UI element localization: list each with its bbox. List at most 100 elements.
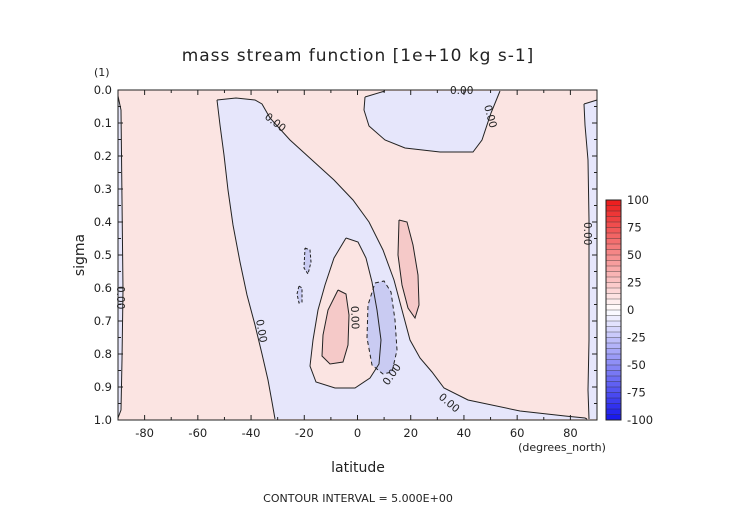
colorbar-swatch bbox=[605, 315, 622, 322]
strong-negative-core bbox=[367, 281, 397, 374]
colorbar-swatch bbox=[605, 293, 622, 300]
y-tick-label: 1.0 bbox=[94, 413, 112, 427]
x-tick-label: 60 bbox=[510, 426, 525, 440]
central-negative-region bbox=[217, 98, 587, 419]
colorbar-swatch bbox=[605, 221, 622, 229]
colorbar-tick-label: 50 bbox=[627, 248, 642, 262]
x-tick-label: -20 bbox=[295, 426, 314, 440]
x-tick-label: -80 bbox=[135, 426, 154, 440]
colorbar-swatch bbox=[605, 271, 622, 278]
colorbar-swatch bbox=[605, 205, 622, 212]
colorbar-swatch bbox=[605, 370, 622, 377]
x-tick-label: 40 bbox=[457, 426, 472, 440]
contour-label: 0.00 bbox=[348, 306, 361, 330]
colorbar-swatch bbox=[605, 265, 622, 273]
colorbar-swatch bbox=[605, 260, 622, 267]
contour-strong-negative-core bbox=[366, 280, 398, 375]
y-axis-label: sigma bbox=[72, 234, 88, 276]
x-axis: -80 -60 -40 -20 0 20 40 60 80 bbox=[117, 90, 598, 440]
y-axis: 0.0 0.1 0.2 0.3 0.4 0.5 0.6 0.7 0.8 0.9 1.0 bbox=[94, 83, 597, 427]
x-tick-label: -60 bbox=[188, 426, 207, 440]
colorbar-swatch bbox=[605, 348, 622, 355]
upper-positive-cell bbox=[398, 220, 419, 318]
x-axis-label: latitude bbox=[331, 460, 385, 476]
colorbar-swatch bbox=[605, 392, 622, 399]
colorbar-swatch bbox=[605, 364, 622, 372]
colorbar-tick-label: 0 bbox=[627, 303, 634, 317]
colorbar-swatch bbox=[605, 326, 622, 333]
colorbar-swatch bbox=[605, 309, 622, 317]
colorbar-swatch bbox=[605, 254, 622, 262]
colorbar-swatch bbox=[605, 298, 622, 306]
colorbar-swatch bbox=[605, 238, 622, 245]
zero-contour-central bbox=[216, 97, 588, 420]
colorbar-swatch bbox=[605, 227, 622, 234]
colorbar-swatch bbox=[605, 359, 622, 366]
upper-right-negative-region bbox=[364, 91, 500, 152]
colorbar-swatch bbox=[605, 232, 622, 240]
colorbar-swatch bbox=[605, 381, 622, 388]
colorbar-swatch bbox=[605, 282, 622, 289]
zero-contour-left-edge bbox=[117, 95, 124, 419]
y-tick-label: 0.6 bbox=[94, 281, 112, 295]
y-tick-label: 0.9 bbox=[94, 380, 112, 394]
colorbar-swatch bbox=[605, 331, 622, 339]
colorbar-tick-label: -100 bbox=[627, 413, 653, 427]
colorbar-frame bbox=[605, 199, 622, 421]
colorbar-swatch bbox=[605, 199, 622, 207]
y-units: (1) bbox=[94, 66, 110, 79]
colorbar-tick-label: -75 bbox=[627, 386, 646, 400]
x-tick-label: -40 bbox=[242, 426, 261, 440]
colorbar-swatch bbox=[605, 249, 622, 256]
zero-contour-central-left bbox=[216, 99, 276, 420]
y-tick-label: 0.5 bbox=[94, 248, 112, 262]
colorbar-swatch bbox=[605, 216, 622, 223]
x-units: (degrees_north) bbox=[518, 441, 606, 454]
colorbar-tick-label: -50 bbox=[627, 358, 646, 372]
contour-small-negative-blob bbox=[303, 247, 312, 276]
colorbar: 100 75 50 25 0 -25 -50 -75 -100 bbox=[605, 193, 653, 427]
colorbar-tick-label: 25 bbox=[627, 276, 642, 290]
small-negative-blob bbox=[304, 248, 311, 274]
y-tick-label: 0.4 bbox=[94, 215, 112, 229]
colorbar-swatch bbox=[605, 320, 622, 328]
x-tick-label: 20 bbox=[403, 426, 418, 440]
colorbar-swatch bbox=[605, 397, 622, 405]
y-tick-label: 0.2 bbox=[94, 149, 112, 163]
contour-strong-positive-core bbox=[321, 289, 350, 365]
colorbar-swatch bbox=[605, 342, 622, 350]
x-tick-label: 0 bbox=[354, 426, 361, 440]
colorbar-tick-label: 100 bbox=[627, 193, 649, 207]
y-tick-label: 0.0 bbox=[94, 83, 112, 97]
colorbar-swatch bbox=[605, 276, 622, 284]
contour-label: 0.00 bbox=[481, 104, 499, 130]
colorbar-tick-label: 75 bbox=[627, 221, 642, 235]
contour-lines bbox=[117, 90, 598, 420]
colorbar-swatch bbox=[605, 403, 622, 410]
colorbar-swatch bbox=[605, 353, 622, 361]
colorbar-swatch bbox=[605, 408, 622, 416]
colorbar-tick-label: -25 bbox=[627, 331, 646, 345]
contour-label: 0.00 bbox=[581, 222, 593, 245]
contour-upper-positive-cell bbox=[397, 219, 420, 320]
colorbar-swatch bbox=[605, 210, 622, 218]
y-tick-label: 0.8 bbox=[94, 347, 112, 361]
colorbar-swatch bbox=[605, 414, 622, 421]
chart-title: mass stream function [1e+10 kg s-1] bbox=[182, 46, 535, 66]
contour-label: 0.00 bbox=[253, 318, 269, 343]
contour-tiny-negative-blob bbox=[296, 285, 303, 304]
x-tick-label: 80 bbox=[563, 426, 578, 440]
zero-contour-right-edge bbox=[583, 99, 598, 420]
y-tick-label: 0.3 bbox=[94, 182, 112, 196]
colorbar-swatch bbox=[605, 243, 622, 251]
contour-label: 0.00 bbox=[114, 286, 126, 309]
contour-interval-note: CONTOUR INTERVAL = 5.000E+00 bbox=[263, 492, 453, 505]
zero-contour-inner-positive bbox=[309, 237, 382, 389]
colorbar-swatch bbox=[605, 386, 622, 394]
right-edge-negative-region bbox=[584, 100, 597, 419]
colorbar-swatch bbox=[605, 375, 622, 383]
colorbar-swatch bbox=[605, 304, 622, 311]
colorbar-swatch bbox=[605, 337, 622, 344]
zero-contour-upper-right bbox=[363, 90, 501, 153]
